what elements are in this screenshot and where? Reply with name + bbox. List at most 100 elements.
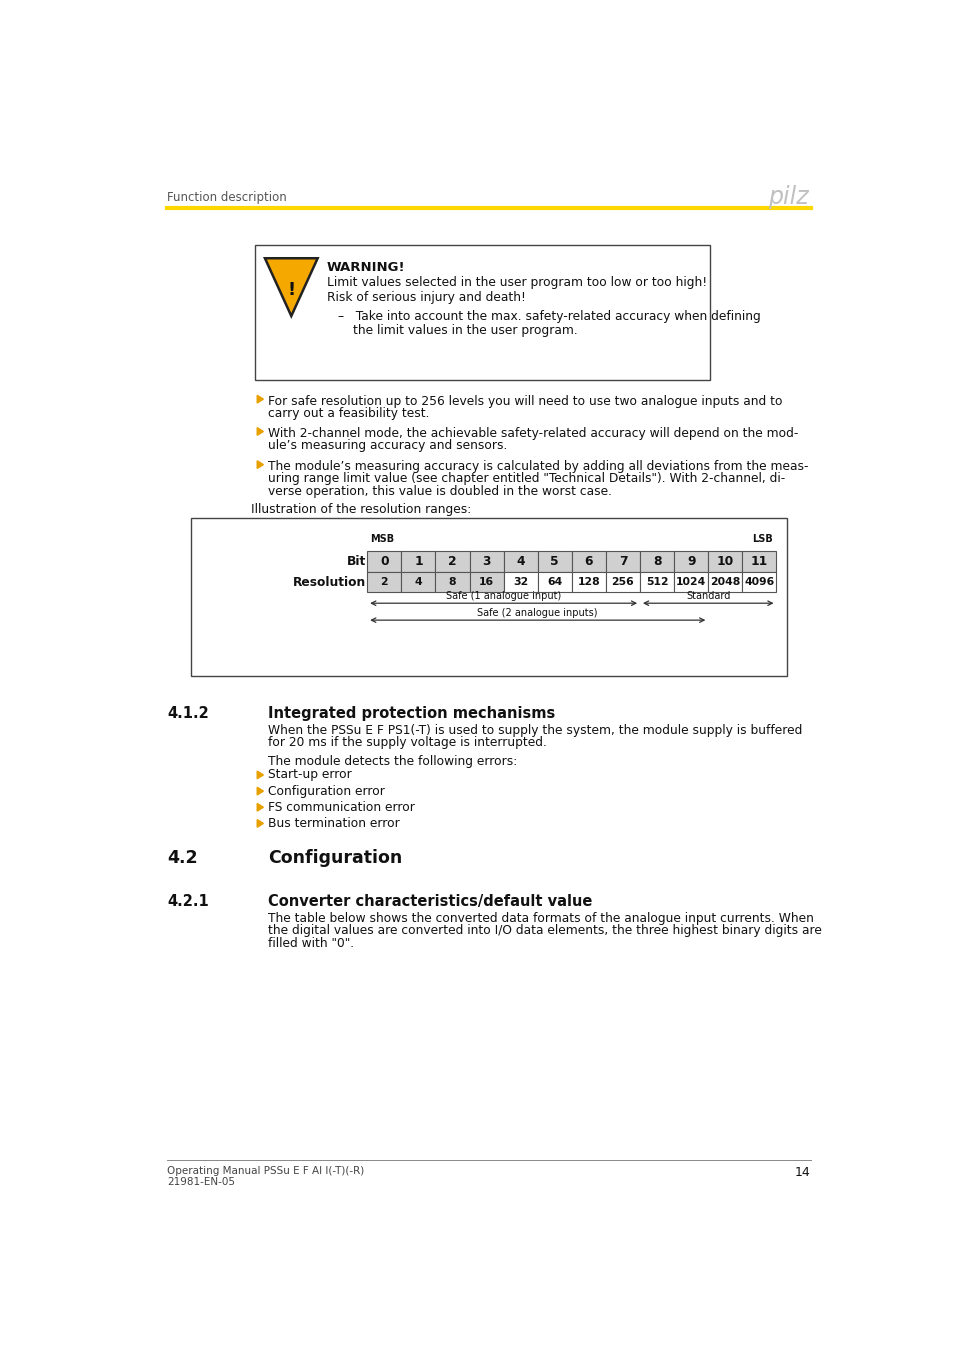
Text: The module detects the following errors:: The module detects the following errors: bbox=[268, 755, 517, 768]
Text: 64: 64 bbox=[547, 576, 562, 587]
Text: 3: 3 bbox=[482, 555, 491, 568]
Text: 128: 128 bbox=[577, 576, 599, 587]
Text: Standard: Standard bbox=[685, 591, 730, 601]
Bar bbox=[401, 571, 435, 593]
Text: Limit values selected in the user program too low or too high!: Limit values selected in the user progra… bbox=[327, 275, 706, 289]
Text: carry out a feasibility test.: carry out a feasibility test. bbox=[268, 406, 429, 420]
Text: Configuration error: Configuration error bbox=[268, 784, 384, 798]
Bar bbox=[367, 551, 401, 571]
Polygon shape bbox=[257, 803, 263, 811]
Text: 4.1.2: 4.1.2 bbox=[167, 706, 209, 721]
Text: the limit values in the user program.: the limit values in the user program. bbox=[353, 324, 577, 336]
Text: With 2-channel mode, the achievable safety-related accuracy will depend on the m: With 2-channel mode, the achievable safe… bbox=[268, 427, 798, 440]
Text: 1024: 1024 bbox=[676, 576, 705, 587]
Text: LSB: LSB bbox=[752, 533, 773, 544]
Bar bbox=[503, 571, 537, 593]
Text: When the PSSu E F PS1(-T) is used to supply the system, the module supply is buf: When the PSSu E F PS1(-T) is used to sup… bbox=[268, 724, 801, 737]
Text: For safe resolution up to 256 levels you will need to use two analogue inputs an: For safe resolution up to 256 levels you… bbox=[268, 394, 781, 408]
Bar bbox=[639, 571, 674, 593]
Text: 21981-EN-05: 21981-EN-05 bbox=[167, 1177, 235, 1187]
Text: Risk of serious injury and death!: Risk of serious injury and death! bbox=[327, 290, 525, 304]
Bar bbox=[401, 551, 435, 571]
Text: 7: 7 bbox=[618, 555, 627, 568]
Text: –   Take into account the max. safety-related accuracy when defining: – Take into account the max. safety-rela… bbox=[337, 310, 760, 323]
Text: the digital values are converted into I/O data elements, the three highest binar: the digital values are converted into I/… bbox=[268, 925, 821, 937]
Bar bbox=[435, 551, 469, 571]
Text: Function description: Function description bbox=[167, 190, 287, 204]
Text: 14: 14 bbox=[794, 1166, 810, 1179]
Text: 16: 16 bbox=[478, 576, 494, 587]
Text: Bit: Bit bbox=[346, 555, 365, 568]
Text: !: ! bbox=[287, 281, 295, 298]
Text: Safe (1 analogue input): Safe (1 analogue input) bbox=[446, 591, 560, 601]
Bar bbox=[254, 246, 709, 379]
Text: 1: 1 bbox=[414, 555, 422, 568]
Bar bbox=[639, 551, 674, 571]
Text: Illustration of the resolution ranges:: Illustration of the resolution ranges: bbox=[251, 504, 471, 516]
Text: Converter characteristics/default value: Converter characteristics/default value bbox=[268, 894, 592, 909]
Text: ule’s measuring accuracy and sensors.: ule’s measuring accuracy and sensors. bbox=[268, 439, 507, 452]
Text: WARNING!: WARNING! bbox=[327, 261, 405, 274]
Text: pilz: pilz bbox=[767, 185, 808, 209]
Bar bbox=[469, 551, 503, 571]
Text: Configuration: Configuration bbox=[268, 849, 402, 867]
Bar bbox=[707, 551, 741, 571]
Text: Integrated protection mechanisms: Integrated protection mechanisms bbox=[268, 706, 555, 721]
Bar bbox=[571, 551, 605, 571]
Text: 0: 0 bbox=[379, 555, 388, 568]
Bar bbox=[741, 551, 776, 571]
Text: Start-up error: Start-up error bbox=[268, 768, 352, 782]
Text: 4.2.1: 4.2.1 bbox=[167, 894, 209, 909]
Polygon shape bbox=[257, 396, 263, 404]
Bar bbox=[674, 551, 707, 571]
Text: 512: 512 bbox=[645, 576, 668, 587]
Bar bbox=[469, 571, 503, 593]
Bar bbox=[435, 571, 469, 593]
Text: 2: 2 bbox=[448, 555, 456, 568]
Text: 11: 11 bbox=[750, 555, 767, 568]
Bar bbox=[537, 571, 571, 593]
Text: Safe (2 analogue inputs): Safe (2 analogue inputs) bbox=[477, 608, 598, 618]
Text: 4.2: 4.2 bbox=[167, 849, 197, 867]
Text: The module’s measuring accuracy is calculated by adding all deviations from the : The module’s measuring accuracy is calcu… bbox=[268, 460, 808, 472]
Bar bbox=[707, 571, 741, 593]
Text: 8: 8 bbox=[448, 576, 456, 587]
Text: filled with "0".: filled with "0". bbox=[268, 937, 354, 949]
Text: 4: 4 bbox=[516, 555, 524, 568]
Polygon shape bbox=[257, 819, 263, 828]
Text: for 20 ms if the supply voltage is interrupted.: for 20 ms if the supply voltage is inter… bbox=[268, 736, 546, 749]
Bar bbox=[503, 551, 537, 571]
Text: 2: 2 bbox=[380, 576, 388, 587]
Text: 4: 4 bbox=[415, 576, 422, 587]
Bar bbox=[571, 571, 605, 593]
Polygon shape bbox=[257, 428, 263, 435]
Text: The table below shows the converted data formats of the analogue input currents.: The table below shows the converted data… bbox=[268, 913, 813, 925]
Text: 256: 256 bbox=[611, 576, 634, 587]
Text: Operating Manual PSSu E F AI I(-T)(-R): Operating Manual PSSu E F AI I(-T)(-R) bbox=[167, 1166, 364, 1176]
Bar bbox=[537, 551, 571, 571]
Text: verse operation, this value is doubled in the worst case.: verse operation, this value is doubled i… bbox=[268, 485, 612, 498]
Text: 6: 6 bbox=[584, 555, 593, 568]
Bar bbox=[191, 518, 786, 676]
Bar bbox=[367, 571, 401, 593]
Text: Bus termination error: Bus termination error bbox=[268, 817, 399, 830]
Text: 4096: 4096 bbox=[743, 576, 774, 587]
Text: 9: 9 bbox=[686, 555, 695, 568]
Text: 10: 10 bbox=[716, 555, 733, 568]
Bar bbox=[605, 551, 639, 571]
Polygon shape bbox=[257, 771, 263, 779]
Text: 2048: 2048 bbox=[709, 576, 740, 587]
Text: 32: 32 bbox=[513, 576, 528, 587]
Bar bbox=[605, 571, 639, 593]
Bar bbox=[741, 571, 776, 593]
Text: Resolution: Resolution bbox=[293, 575, 365, 589]
Polygon shape bbox=[265, 258, 317, 316]
Text: uring range limit value (see chapter entitled "Technical Details"). With 2-chann: uring range limit value (see chapter ent… bbox=[268, 472, 784, 485]
Text: MSB: MSB bbox=[370, 533, 394, 544]
Polygon shape bbox=[257, 460, 263, 468]
Text: FS communication error: FS communication error bbox=[268, 801, 415, 814]
Bar bbox=[674, 571, 707, 593]
Polygon shape bbox=[257, 787, 263, 795]
Text: 8: 8 bbox=[652, 555, 660, 568]
Text: 5: 5 bbox=[550, 555, 558, 568]
